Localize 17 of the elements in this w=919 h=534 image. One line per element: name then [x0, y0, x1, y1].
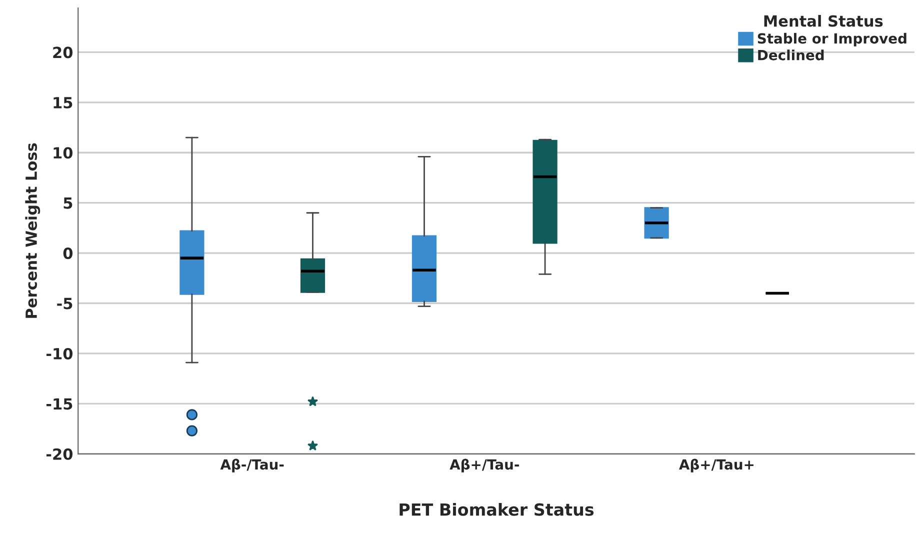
y-tick-label: -15 — [46, 398, 72, 410]
x-axis-title: PET Biomaker Status — [400, 502, 594, 516]
x-tick-label: Aβ-/Tau- — [220, 458, 284, 472]
legend-title: Mental Status — [764, 14, 883, 27]
x-tick-label: Aβ+/Tau- — [450, 458, 519, 472]
y-tick-label: -10 — [46, 348, 73, 360]
y-tick-label: 10 — [54, 147, 73, 159]
y-tick-label: 15 — [54, 97, 72, 108]
legend-label: Stable or Improved — [758, 32, 906, 46]
y-axis-title: Percent Weight Loss — [25, 143, 40, 318]
y-tick-label: 0 — [63, 248, 73, 260]
y-tick-label: -20 — [46, 448, 73, 460]
y-tick-label: 20 — [53, 46, 73, 58]
y-tick-label: -5 — [57, 298, 72, 310]
y-tick-label: 5 — [64, 198, 72, 209]
legend-label: Declined — [758, 50, 824, 60]
x-tick-label: Aβ+/Tau+ — [679, 458, 754, 472]
